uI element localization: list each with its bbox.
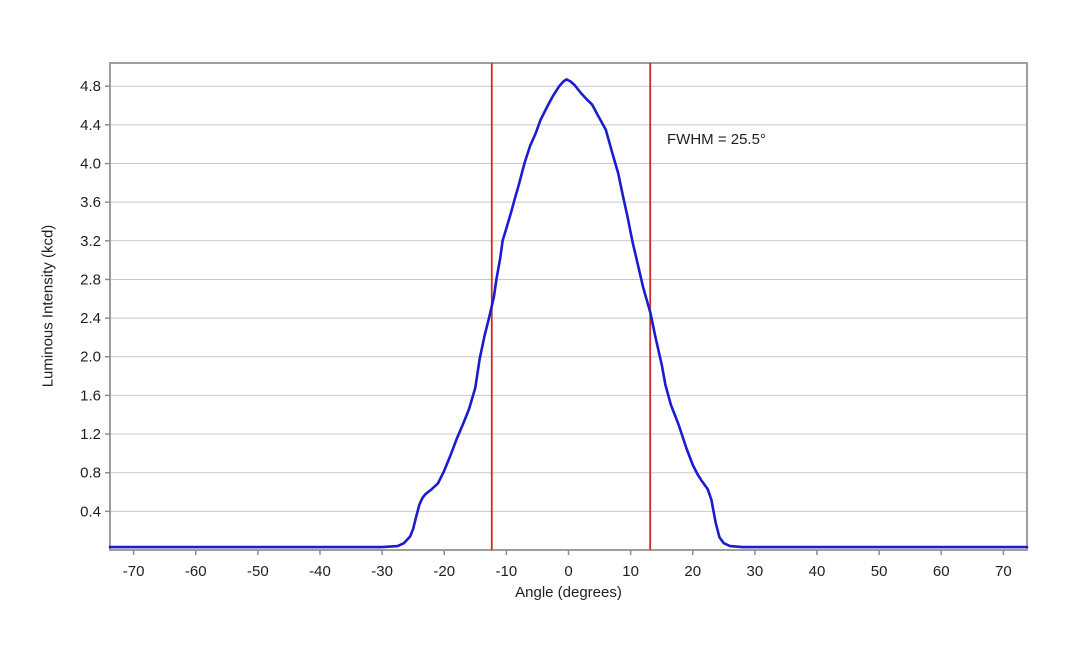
- x-tick-label: 10: [622, 563, 639, 580]
- y-tick-label: 4.0: [80, 155, 101, 172]
- y-tick-label: 2.8: [80, 271, 101, 288]
- y-tick-label: 0.8: [80, 465, 101, 482]
- x-tick-label: 0: [564, 563, 572, 580]
- y-tick-label: 2.0: [80, 349, 101, 366]
- x-tick-label: -70: [123, 563, 145, 580]
- x-tick-label: 70: [995, 563, 1012, 580]
- x-tick-label: 50: [871, 563, 888, 580]
- x-tick-label: -50: [247, 563, 269, 580]
- x-tick-label: -30: [371, 563, 393, 580]
- plot-border: [109, 62, 1028, 551]
- y-axis-title: Luminous Intensity (kcd): [39, 224, 57, 388]
- x-tick-label: -40: [309, 563, 331, 580]
- x-tick-label: 20: [684, 563, 701, 580]
- x-tick-label: 30: [747, 563, 764, 580]
- y-tick-label: 3.6: [80, 194, 101, 211]
- x-tick-label: -60: [185, 563, 207, 580]
- x-tick-label: 60: [933, 563, 950, 580]
- y-tick-label: 4.4: [80, 117, 101, 134]
- x-tick-label: 40: [809, 563, 826, 580]
- y-tick-label: 2.4: [80, 310, 101, 327]
- y-tick-label: 1.2: [80, 426, 101, 443]
- intensity-curve: [108, 78, 1029, 549]
- fwhm-annotation: FWHM = 25.5°: [667, 131, 766, 148]
- y-tick-label: 3.2: [80, 233, 101, 250]
- y-tick-label: 1.6: [80, 387, 101, 404]
- x-tick-label: -10: [496, 563, 518, 580]
- x-tick-label: -20: [433, 563, 455, 580]
- x-axis-title: Angle (degrees): [515, 584, 622, 601]
- y-tick-label: 0.4: [80, 503, 101, 520]
- y-tick-label: 4.8: [80, 78, 101, 95]
